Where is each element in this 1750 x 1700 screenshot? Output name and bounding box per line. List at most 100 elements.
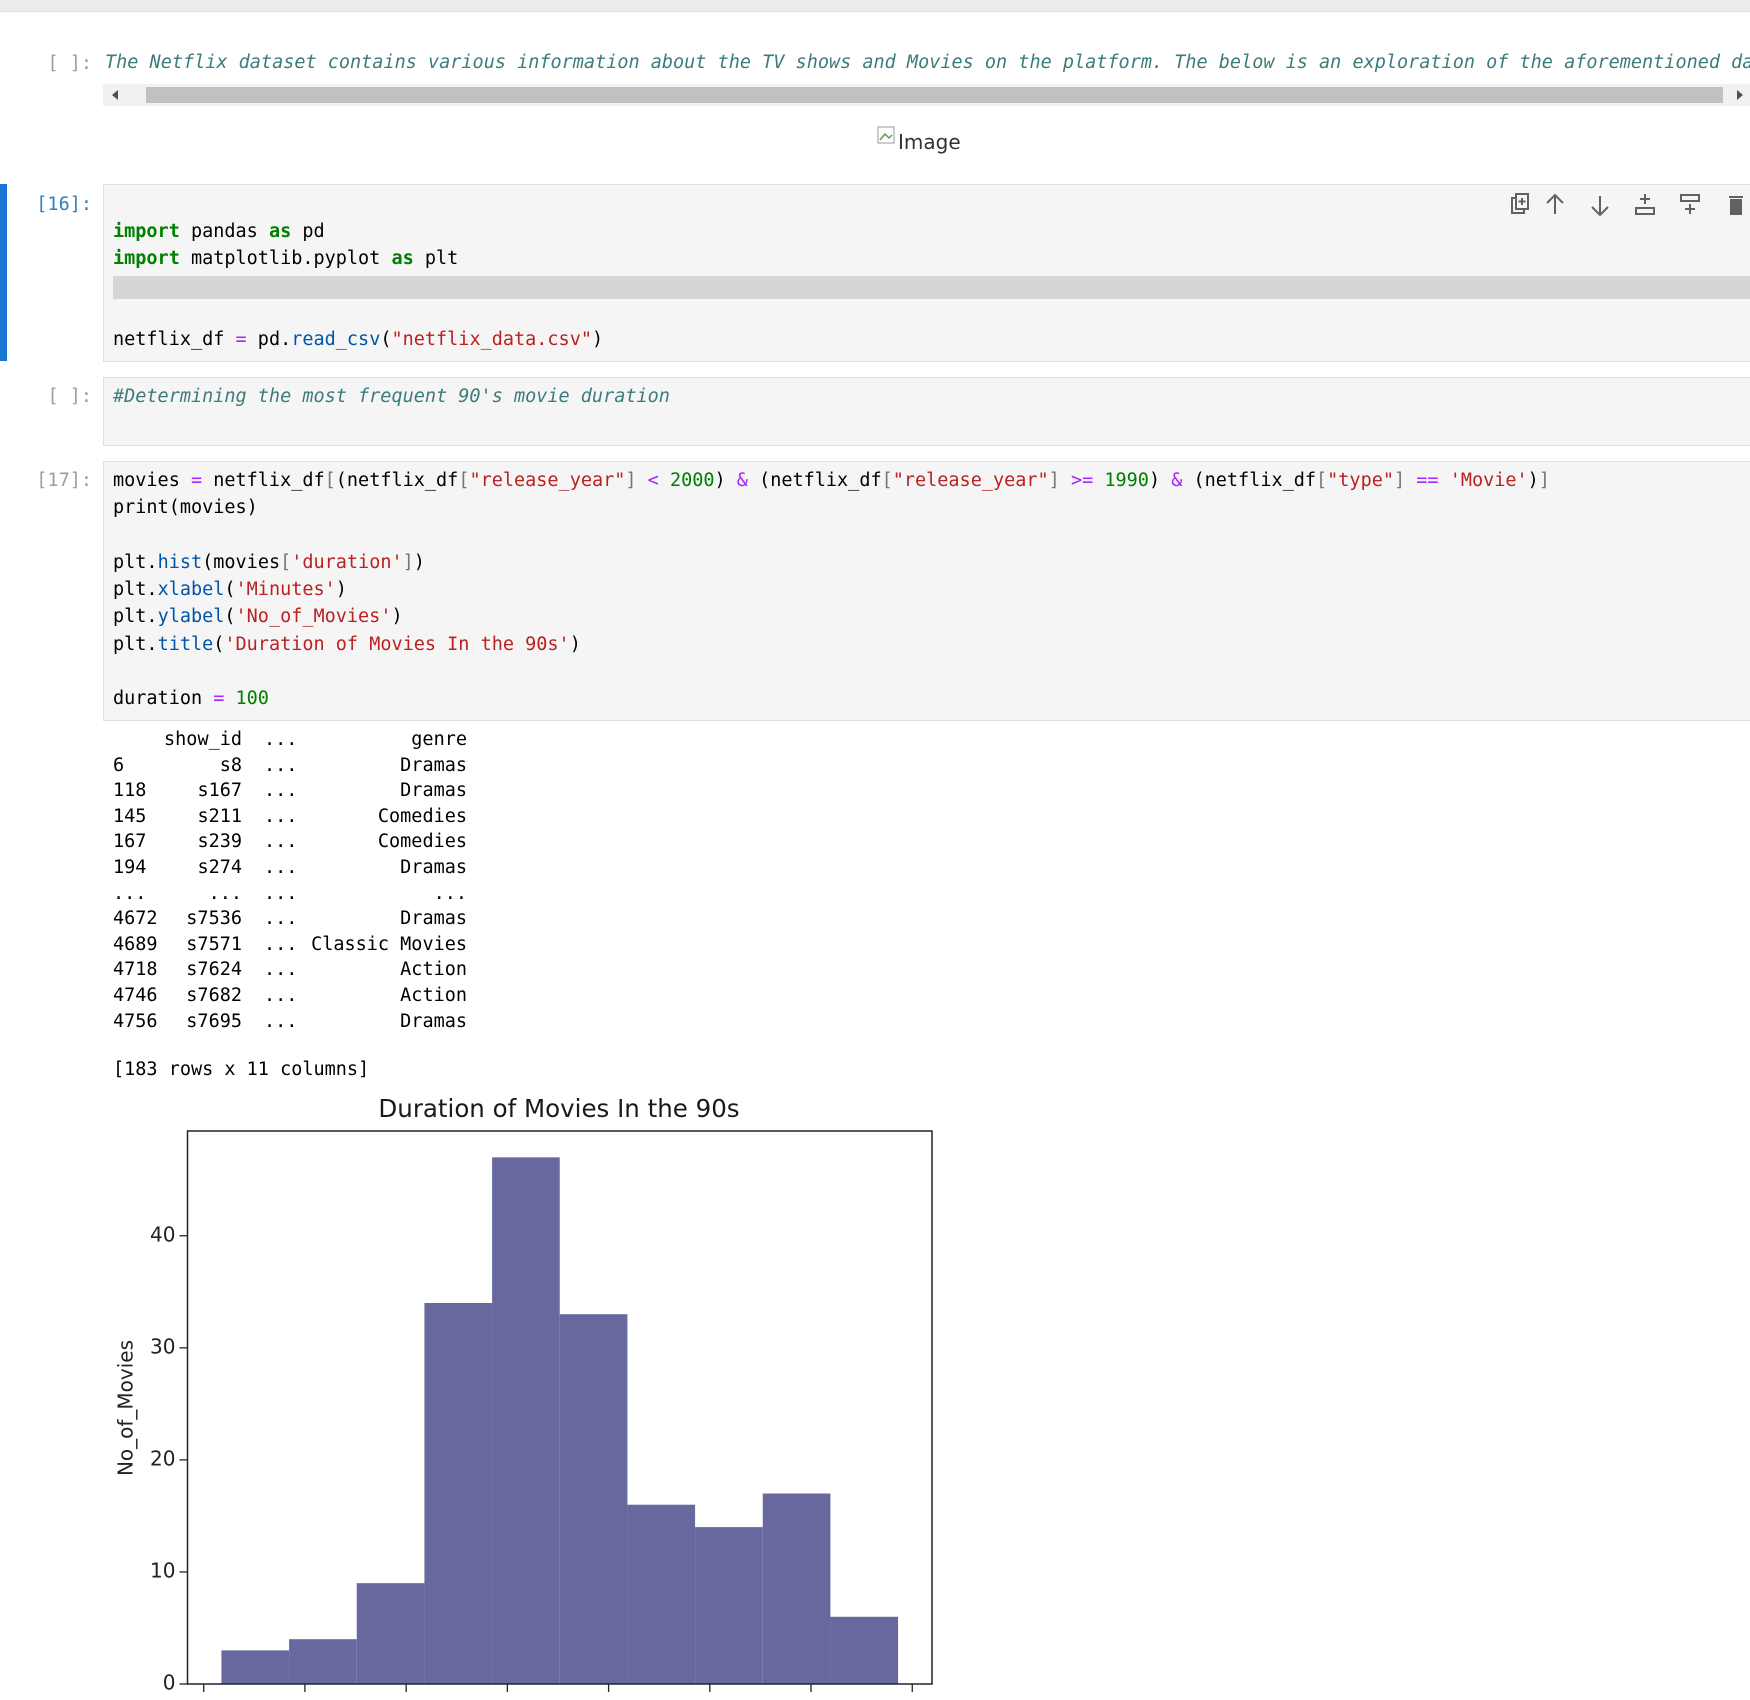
code-line: import pandas as pd bbox=[113, 221, 325, 242]
active-cell-bar bbox=[0, 184, 7, 361]
table-cell: s239 bbox=[197, 831, 242, 853]
histogram-bar bbox=[356, 1583, 425, 1684]
table-cell: ... bbox=[264, 831, 298, 853]
table-cell: ... bbox=[264, 805, 298, 827]
table-cell: ... bbox=[433, 882, 467, 904]
column-header: show_id bbox=[164, 729, 242, 750]
scroll-left[interactable] bbox=[110, 89, 120, 101]
y-tick-label: 40 bbox=[150, 1222, 175, 1246]
histogram-bar bbox=[289, 1639, 357, 1684]
table-cell: ... bbox=[208, 882, 242, 904]
table-cell: Dramas bbox=[400, 780, 467, 802]
y-tick-label: 20 bbox=[150, 1446, 175, 1470]
table-cell: ... bbox=[264, 985, 298, 1006]
insert-below-icon[interactable] bbox=[1680, 194, 1700, 214]
table-cell: Action bbox=[400, 985, 467, 1006]
histogram-bar bbox=[695, 1527, 763, 1684]
y-tick-label: 10 bbox=[150, 1558, 175, 1582]
table-cell: ... bbox=[264, 882, 298, 904]
column-header: genre bbox=[411, 729, 467, 750]
table-cell: s7536 bbox=[186, 908, 242, 930]
y-axis-label: No_of_Movies bbox=[114, 1340, 138, 1476]
row-index: 6 bbox=[113, 754, 125, 776]
scrollbar-thumb[interactable] bbox=[146, 87, 1723, 103]
duplicate-icon[interactable] bbox=[1511, 193, 1529, 214]
cell-prompt: [16]: bbox=[36, 194, 92, 215]
table-cell: ... bbox=[264, 959, 298, 981]
move-up-icon[interactable] bbox=[1546, 193, 1564, 214]
table-cell: Comedies bbox=[377, 831, 467, 853]
row-index: 4689 bbox=[113, 933, 158, 955]
scrollbar[interactable] bbox=[103, 84, 1750, 106]
code-line: #Determining the most frequent 90's movi… bbox=[113, 386, 670, 407]
table-cell: ... bbox=[264, 857, 298, 878]
table-cell: Dramas bbox=[400, 908, 467, 930]
table-cell: Dramas bbox=[400, 857, 467, 878]
highlight-bar bbox=[113, 276, 1750, 299]
histogram-bar bbox=[559, 1314, 628, 1684]
row-index: 167 bbox=[113, 831, 147, 853]
row-index: 194 bbox=[113, 857, 147, 878]
code-line: plt.xlabel('Minutes') bbox=[113, 579, 347, 600]
code-line: plt.ylabel('No_of_Movies') bbox=[113, 606, 403, 627]
code-line: plt.hist(movies['duration']) bbox=[113, 552, 425, 573]
code-line: duration = 100 bbox=[113, 688, 269, 709]
code-line: movies = netflix_df[(netflix_df["release… bbox=[113, 470, 1550, 491]
table-cell: ... bbox=[264, 908, 298, 930]
broken-image-icon bbox=[877, 126, 895, 144]
cell-prompt: [17]: bbox=[36, 470, 92, 491]
code-line: print(movies) bbox=[113, 497, 258, 518]
cell-toolbar bbox=[1511, 193, 1743, 217]
table-cell: ... bbox=[264, 780, 298, 802]
code-line: netflix_df = pd.read_csv("netflix_data.c… bbox=[113, 329, 604, 350]
row-index: 4756 bbox=[113, 1010, 158, 1032]
row-index: ... bbox=[113, 882, 147, 904]
row-index: 145 bbox=[113, 805, 147, 827]
table-cell: s7682 bbox=[186, 985, 242, 1006]
table-cell: ... bbox=[264, 754, 298, 776]
table-cell: s274 bbox=[197, 857, 242, 878]
image-alt: Image bbox=[898, 130, 961, 154]
table-cell: s7695 bbox=[186, 1010, 242, 1032]
code-cell[interactable] bbox=[103, 184, 1750, 362]
code-cell[interactable] bbox=[103, 461, 1750, 721]
table-cell: s167 bbox=[197, 780, 242, 802]
insert-above-icon[interactable] bbox=[1635, 194, 1655, 215]
cell-prompt: [ ]: bbox=[47, 53, 92, 74]
table-cell: Dramas bbox=[400, 1010, 467, 1032]
scroll-right[interactable] bbox=[1735, 89, 1745, 101]
row-index: 118 bbox=[113, 780, 147, 802]
histogram-bar bbox=[830, 1616, 899, 1684]
table-cell: s8 bbox=[219, 754, 242, 776]
cell-prompt: [ ]: bbox=[47, 386, 92, 407]
markdown-text: The Netflix dataset contains various inf… bbox=[105, 52, 1750, 73]
table-cell: s7624 bbox=[186, 959, 242, 981]
histogram-bar bbox=[424, 1303, 493, 1684]
table-cell: Action bbox=[400, 959, 467, 981]
row-index: 4672 bbox=[113, 908, 158, 930]
y-tick-label: 0 bbox=[163, 1671, 176, 1695]
code-cell[interactable] bbox=[103, 377, 1750, 446]
row-index: 4718 bbox=[113, 959, 158, 981]
histogram-bar bbox=[627, 1504, 696, 1684]
table-cell: s7571 bbox=[186, 933, 242, 955]
move-down-icon[interactable] bbox=[1591, 196, 1609, 217]
code-line: import matplotlib.pyplot as plt bbox=[113, 248, 459, 269]
output-summary: [183 rows x 11 columns] bbox=[113, 1059, 370, 1080]
histogram-bar bbox=[492, 1157, 560, 1684]
row-index: 4746 bbox=[113, 985, 158, 1006]
delete-icon[interactable] bbox=[1729, 196, 1743, 215]
histogram-bar bbox=[762, 1493, 831, 1684]
column-header: ... bbox=[264, 729, 298, 750]
histogram-bar bbox=[221, 1650, 290, 1684]
top-bar bbox=[0, 0, 1750, 12]
y-tick-label: 30 bbox=[150, 1334, 175, 1358]
code-line: plt.title('Duration of Movies In the 90s… bbox=[113, 634, 581, 655]
table-cell: Comedies bbox=[377, 805, 467, 827]
chart-title: Duration of Movies In the 90s bbox=[378, 1094, 739, 1123]
table-cell: s211 bbox=[197, 805, 242, 827]
table-cell: Classic Movies bbox=[311, 933, 467, 955]
table-cell: Dramas bbox=[400, 754, 467, 776]
